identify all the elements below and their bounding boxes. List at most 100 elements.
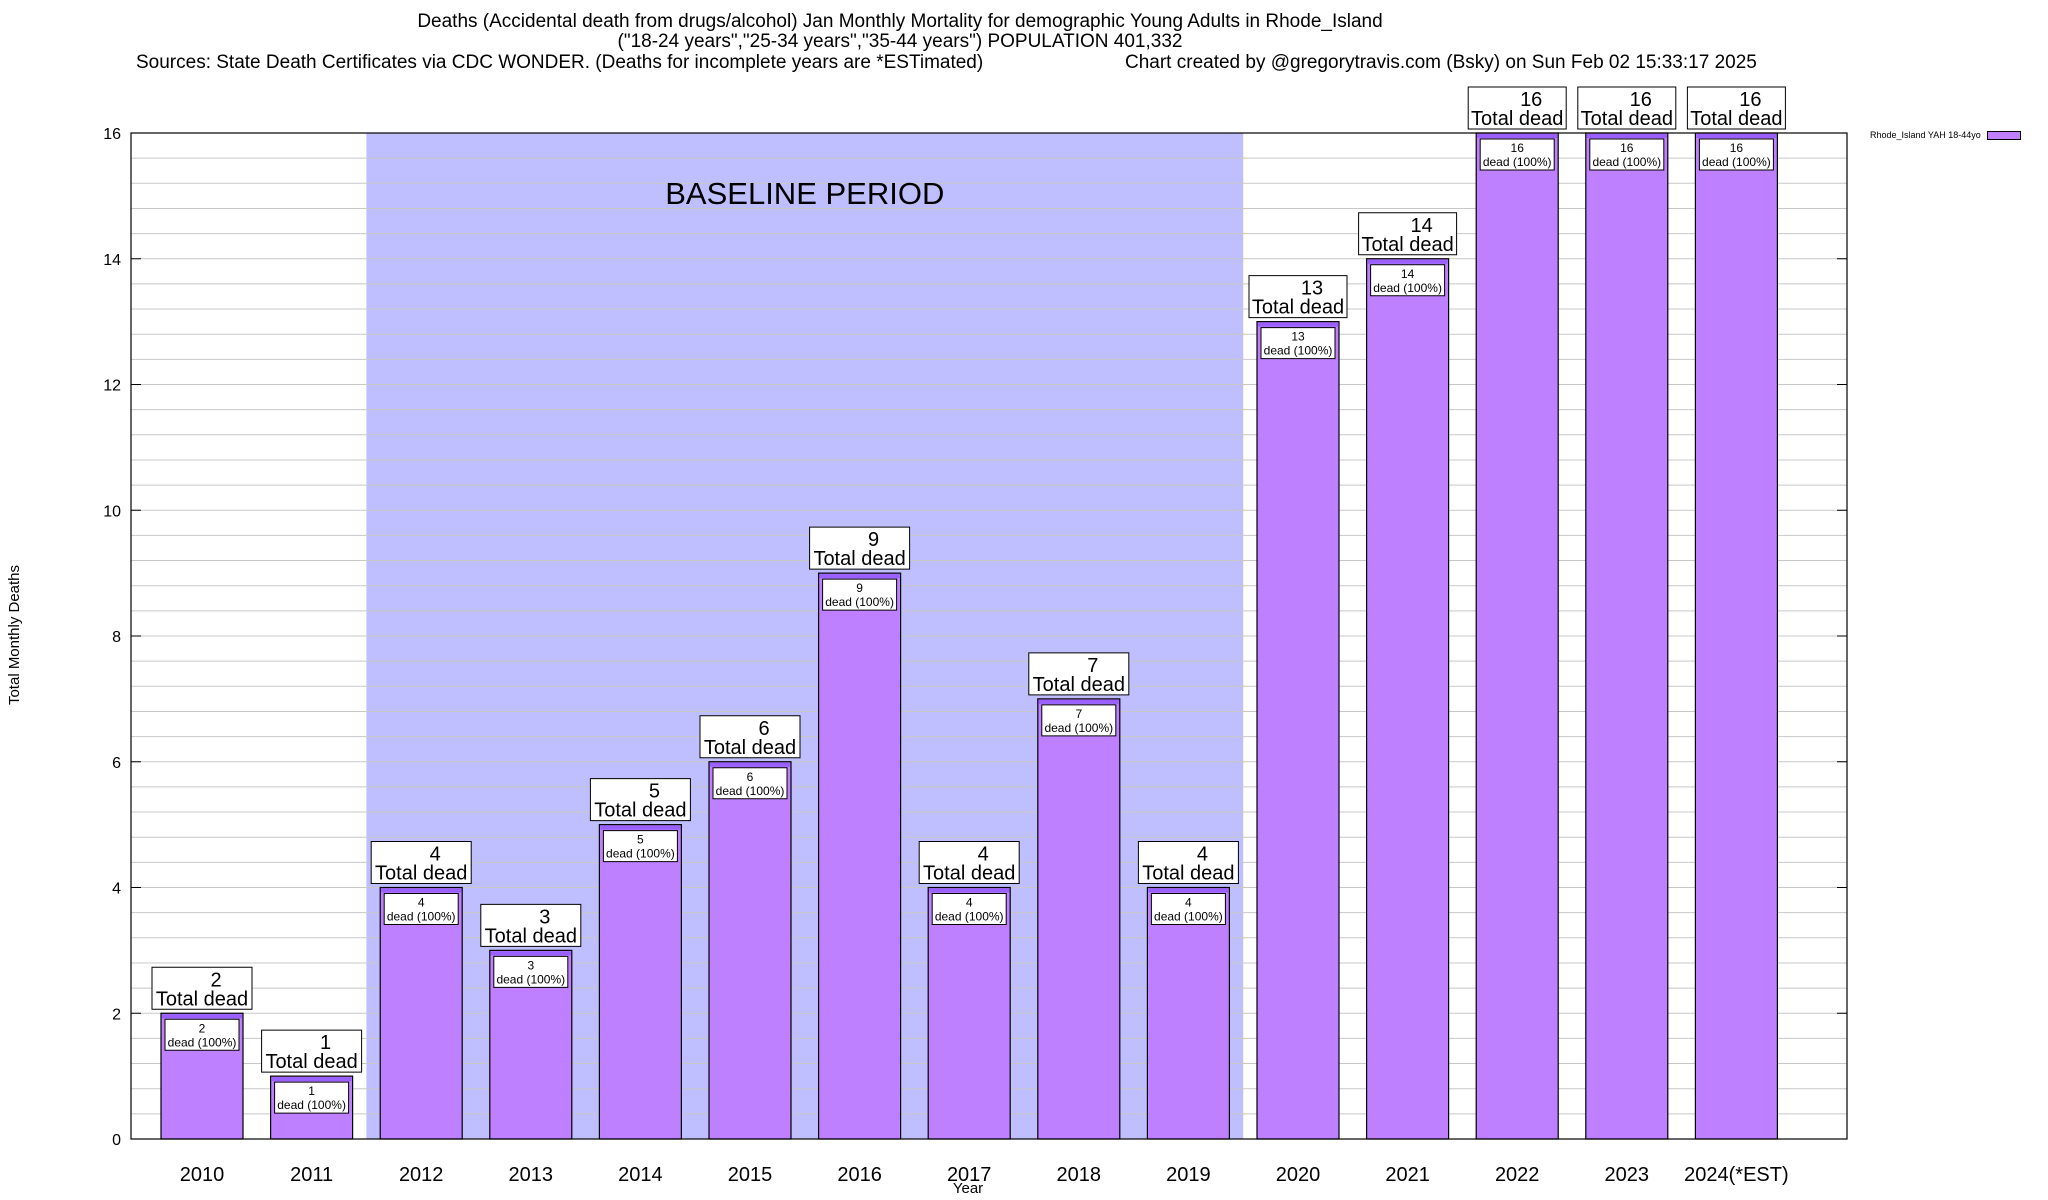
x-tick-label: 2019 — [1166, 1164, 1211, 1186]
bar-inner-value: 1 — [308, 1084, 315, 1098]
bar-inner-label: dead (100%) — [1264, 344, 1333, 358]
x-tick-label: 2010 — [180, 1164, 225, 1186]
bar-total-label: Total dead — [594, 800, 686, 822]
bar-top-stripe — [1148, 888, 1229, 893]
x-tick-label: 2016 — [837, 1164, 882, 1186]
bar-inner-label-box — [1479, 138, 1555, 171]
bar-total-label-box — [1248, 275, 1348, 319]
bar-inner-value: 9 — [856, 581, 863, 595]
bar-inner-label-box — [931, 893, 1007, 925]
y-tick-label: 2 — [112, 1006, 121, 1023]
bar-inner-label: dead (100%) — [716, 784, 785, 798]
bar-inner-value: 16 — [1511, 141, 1525, 155]
bar-top-stripe — [381, 888, 462, 893]
bar-inner-value: 4 — [966, 896, 973, 910]
bar-inner-value: 5 — [637, 833, 644, 847]
bar-inner-value: 16 — [1730, 141, 1744, 155]
bar-inner-label-box — [1589, 138, 1665, 171]
chart-subtitle: ("18-24 years","25-34 years","35-44 year… — [617, 31, 1183, 52]
bar — [1365, 258, 1450, 1140]
baseline-period-label: BASELINE PERIOD — [665, 176, 944, 211]
bar-total-label: Total dead — [265, 1051, 357, 1073]
y-tick-label: 8 — [112, 629, 121, 646]
y-tick-label: 16 — [103, 126, 121, 143]
bar-inner-label-box — [1150, 893, 1226, 925]
bar-inner-value: 16 — [1620, 141, 1634, 155]
bar-total-label: Total dead — [1581, 108, 1673, 130]
bar-total-label: Total dead — [813, 548, 905, 570]
legend-label: Rhode_Island YAH 18-44yo — [1870, 130, 1981, 140]
x-tick-label: 2012 — [399, 1164, 444, 1186]
bar-total-value: 16 — [1520, 89, 1542, 111]
bar-inner-value: 2 — [199, 1021, 206, 1035]
bar-total-value: 4 — [430, 844, 441, 866]
bar-top-stripe — [1586, 134, 1667, 138]
bar-inner-label: dead (100%) — [1373, 281, 1442, 295]
bar-total-label: Total dead — [375, 863, 467, 885]
bar-top-stripe — [162, 1014, 242, 1019]
bar-inner-label: dead (100%) — [277, 1098, 346, 1112]
x-tick-label: 2022 — [1495, 1164, 1540, 1186]
bar-inner-label-box — [602, 830, 678, 863]
bar-inner-label-box — [1698, 138, 1774, 171]
bar-total-value: 2 — [210, 969, 221, 991]
bar-total-value: 16 — [1630, 89, 1652, 111]
bar-total-label: Total dead — [485, 925, 577, 947]
bar-inner-value: 3 — [527, 958, 534, 972]
bar-top-stripe — [1038, 699, 1119, 704]
bar-total-label-box — [1358, 212, 1458, 256]
bar-total-label: Total dead — [1252, 297, 1344, 319]
bar-total-label: Total dead — [156, 988, 248, 1010]
bar-total-value: 16 — [1739, 89, 1761, 111]
bar-total-label-box — [1686, 86, 1786, 130]
bar-inner-label-box — [822, 578, 898, 611]
bar-total-label-box — [261, 1029, 363, 1073]
bar-total-label-box — [370, 841, 472, 884]
y-tick-label: 0 — [112, 1132, 121, 1149]
bar-total-label: Total dead — [1142, 863, 1234, 885]
bar-top-stripe — [710, 762, 790, 767]
bar-inner-label: dead (100%) — [1592, 155, 1661, 169]
bar-total-label-box — [151, 966, 253, 1010]
bar-inner-label-box — [164, 1018, 240, 1051]
bar — [927, 886, 1011, 1140]
bar-total-value: 9 — [868, 529, 879, 551]
bar-inner-label: dead (100%) — [496, 972, 565, 986]
x-tick-label: 2011 — [290, 1164, 333, 1186]
bar-total-label: Total dead — [1690, 108, 1782, 130]
x-tick-label: 2013 — [509, 1164, 554, 1186]
bar-total-label-box — [1467, 86, 1567, 130]
bar-inner-label-box — [274, 1081, 350, 1114]
bar — [1037, 698, 1121, 1140]
y-tick-label: 10 — [103, 503, 121, 520]
bar — [1256, 321, 1340, 1140]
bar-inner-label: dead (100%) — [1044, 721, 1113, 735]
x-tick-label: 2014 — [618, 1164, 663, 1186]
y-tick-label: 12 — [103, 378, 121, 395]
bar-total-label-box — [809, 526, 911, 570]
bar-total-label-box — [1137, 841, 1239, 884]
bar-total-value: 4 — [1197, 844, 1208, 866]
bar-inner-label: dead (100%) — [606, 847, 675, 861]
bar-total-value: 7 — [1087, 655, 1098, 677]
bar-inner-label-box — [1041, 704, 1117, 737]
legend-swatch — [1986, 130, 2021, 140]
bar-top-stripe — [1696, 134, 1777, 138]
bar-total-value: 1 — [320, 1032, 331, 1054]
y-tick-label: 14 — [103, 252, 121, 269]
x-tick-label: 2020 — [1276, 1164, 1321, 1186]
bar-total-label-box — [918, 841, 1020, 884]
bar-inner-value: 6 — [747, 770, 754, 784]
bar-inner-label: dead (100%) — [168, 1035, 237, 1049]
bar-total-label-box — [1577, 86, 1677, 130]
chart-credit: Chart created by @gregorytravis.com (Bsk… — [1125, 52, 1757, 73]
bar-total-label-box — [589, 778, 691, 822]
bar — [598, 824, 683, 1140]
bar — [1475, 132, 1559, 1140]
bar — [708, 761, 792, 1140]
bar-top-stripe — [1258, 322, 1338, 327]
bar-top-stripe — [271, 1077, 352, 1082]
bar-top-stripe — [490, 951, 571, 956]
legend: Rhode_Island YAH 18-44yo — [1870, 130, 2021, 140]
